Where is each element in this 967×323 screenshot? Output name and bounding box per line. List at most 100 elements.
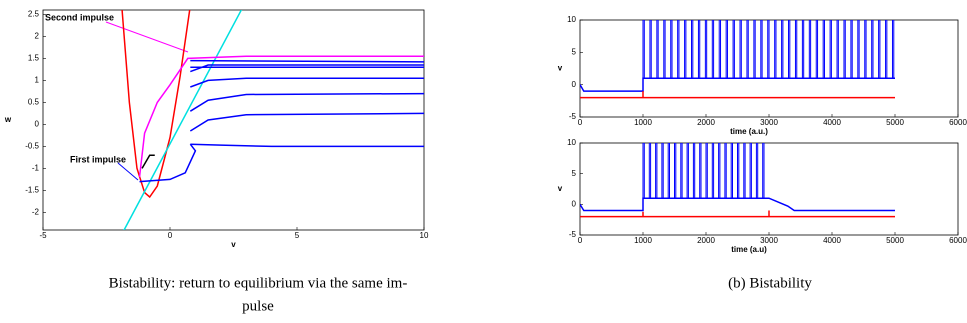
x-tick-label: 0 [168,231,173,240]
y-axis-label: v [558,64,563,73]
caption: Bistability: return to equilibrium via t… [109,275,408,291]
series-line [121,10,191,199]
x-tick-label: 0 [578,118,583,127]
spike [718,20,722,79]
spike [850,20,853,79]
x-tick-label: 1000 [634,118,652,127]
caption: pulse [242,298,274,314]
x-tick-label: 4000 [823,118,841,127]
plot-frame [579,142,959,236]
y-tick-label: -2 [32,208,40,217]
spike [656,20,659,79]
spike [649,20,652,79]
series-line [190,59,424,63]
spike [642,20,645,79]
spike [642,143,645,199]
spike [746,20,749,79]
series-line [580,91,895,99]
caption: (b) Bistability [728,275,812,291]
spike [891,20,895,79]
annotation-arrow [105,21,189,53]
spike [674,143,677,199]
y-tick-label: -1 [32,164,40,173]
spike [871,20,874,79]
y-tick-label: 10 [567,15,576,24]
x-tick-label: 1000 [634,236,652,245]
y-axis-label: w [4,115,12,124]
spike [677,20,680,79]
spike [836,20,839,79]
y-tick-label: 0 [35,120,40,129]
y-axis-label: v [558,184,563,193]
spike [801,20,805,79]
spike [661,143,664,199]
x-tick-label: 3000 [760,118,778,127]
x-axis-label: v [231,240,236,249]
spike [704,20,708,79]
y-tick-label: 2.5 [28,10,40,19]
x-tick-label: 5000 [886,118,904,127]
spike [648,143,652,199]
x-tick-label: 10 [420,231,429,240]
x-axis-label: time (a.u) [731,245,767,254]
plot-area [121,10,424,230]
spike [857,20,860,79]
series-line [189,112,424,132]
y-tick-label: 0 [572,80,577,89]
spike [684,20,687,79]
x-tick-label: 4000 [823,236,841,245]
spike [718,143,721,199]
y-tick-label: 5 [572,47,577,56]
series-line [580,77,895,92]
x-tick-label: 5000 [886,236,904,245]
series-line [138,55,424,178]
y-tick-label: -5 [569,230,577,239]
spike [699,143,702,199]
spike [724,143,727,199]
spike [711,20,715,79]
y-tick-label: 0.5 [28,98,40,107]
x-tick-label: 2000 [697,236,715,245]
spike [885,20,888,79]
spike [808,20,812,79]
series-line [580,197,895,212]
x-tick-label: 3000 [760,236,778,245]
spike [670,20,673,79]
spike [686,143,689,199]
spike [743,143,746,199]
spike [730,143,733,199]
spike [667,143,670,199]
spike [739,20,742,79]
x-axis-label: time (a.u.) [730,127,768,136]
spike [781,20,784,79]
spike [815,20,819,79]
annotation: First impulse [70,154,126,164]
y-tick-label: 5 [572,169,577,178]
spike [749,143,752,199]
spike [767,20,770,79]
spike [762,143,765,199]
spike [691,20,694,79]
series-line [189,92,424,112]
spike [755,143,759,199]
spike [732,20,735,79]
spike [663,20,666,79]
series-line [141,154,155,169]
spike [843,20,846,79]
spike [864,20,867,79]
y-tick-label: 1 [35,76,40,85]
x-tick-label: 6000 [949,118,967,127]
spike [725,20,728,79]
spike [737,143,740,199]
spike [711,143,715,199]
series-line [190,143,424,148]
y-tick-label: 1.5 [28,54,40,63]
plot-area [580,143,895,218]
spike [753,20,756,79]
spike [697,20,701,79]
y-tick-label: 0 [572,199,577,208]
spike [774,20,777,79]
plot-frame [42,9,425,231]
